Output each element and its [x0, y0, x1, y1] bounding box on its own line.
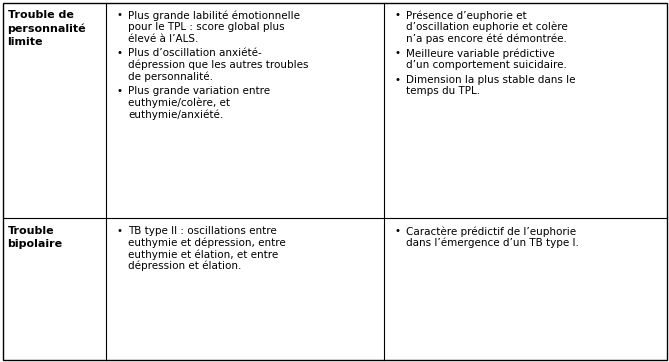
Text: Trouble
bipolaire: Trouble bipolaire: [7, 227, 63, 249]
Text: Trouble de
personnalité
limite: Trouble de personnalité limite: [7, 10, 86, 47]
Text: temps du TPL.: temps du TPL.: [407, 87, 480, 96]
Text: pour le TPL : score global plus: pour le TPL : score global plus: [128, 22, 285, 32]
Text: •: •: [395, 49, 401, 58]
Text: élevé à l’ALS.: élevé à l’ALS.: [128, 34, 199, 43]
Text: Caractère prédictif de l’euphorie: Caractère prédictif de l’euphorie: [407, 227, 577, 237]
Text: •: •: [395, 227, 401, 236]
Text: •: •: [116, 227, 122, 236]
Text: Meilleure variable prédictive: Meilleure variable prédictive: [407, 49, 555, 59]
Text: •: •: [116, 49, 122, 58]
Text: TB type II : oscillations entre: TB type II : oscillations entre: [128, 227, 277, 236]
Text: Plus d’oscillation anxiété-: Plus d’oscillation anxiété-: [128, 49, 262, 58]
Text: euthymie/colère, et: euthymie/colère, et: [128, 98, 231, 108]
Text: •: •: [116, 10, 122, 21]
Text: •: •: [116, 87, 122, 96]
Text: de personnalité.: de personnalité.: [128, 71, 213, 82]
Text: dépression que les autres troubles: dépression que les autres troubles: [128, 60, 309, 71]
Text: euthymie et dépression, entre: euthymie et dépression, entre: [128, 238, 286, 248]
Text: Dimension la plus stable dans le: Dimension la plus stable dans le: [407, 75, 576, 85]
Text: dans l’émergence d’un TB type I.: dans l’émergence d’un TB type I.: [407, 238, 579, 248]
Text: •: •: [395, 10, 401, 21]
Text: d’oscillation euphorie et colère: d’oscillation euphorie et colère: [407, 22, 568, 33]
Text: dépression et élation.: dépression et élation.: [128, 261, 242, 272]
Text: euthymie et élation, et entre: euthymie et élation, et entre: [128, 249, 279, 260]
Text: •: •: [395, 75, 401, 85]
Text: Présence d’euphorie et: Présence d’euphorie et: [407, 10, 527, 21]
Text: Plus grande variation entre: Plus grande variation entre: [128, 87, 271, 96]
Text: Plus grande labilité émotionnelle: Plus grande labilité émotionnelle: [128, 10, 300, 21]
Text: d’un comportement suicidaire.: d’un comportement suicidaire.: [407, 60, 567, 70]
Text: n’a pas encore été démontrée.: n’a pas encore été démontrée.: [407, 34, 567, 44]
Text: euthymie/anxiété.: euthymie/anxiété.: [128, 109, 223, 120]
